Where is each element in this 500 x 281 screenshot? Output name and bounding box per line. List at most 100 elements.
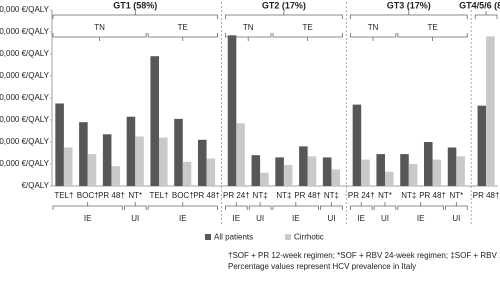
legend-label: Cirrhotic [294,233,324,242]
subgroup-bracket [397,33,468,41]
bar [55,103,64,186]
access-label: UI [452,214,460,223]
x-tick-label: PR 48† [294,191,321,200]
bar [126,116,136,186]
x-tick-label: PR 24† [348,191,375,200]
x-tick-label: NT‡ [401,191,416,200]
bar [400,154,409,186]
x-tick-label: NT* [378,191,392,200]
bar [150,56,159,187]
bar [432,159,442,186]
bar [182,161,192,186]
access-label: UI [381,214,389,223]
bar [251,155,261,186]
footnote: Percentage values represent HCV prevalen… [228,262,416,271]
bar [283,165,293,186]
bar [307,156,317,186]
x-tick-label: PR 48† [473,191,500,200]
group-label: GT4/5/6 (8%) [459,0,500,10]
subgroup-label: TE [303,23,313,32]
bar [385,171,394,186]
bar [352,104,362,186]
bar [322,157,332,186]
subgroup-label: TE [427,23,437,32]
access-label: IE [292,214,300,223]
access-label: IE [84,214,92,223]
subgroup-bracket [52,33,147,41]
subgroup-bracket [272,33,343,41]
y-tick-label: 30,000 €/QALY [0,115,50,124]
x-tick-label: PR 48† [193,191,220,200]
bar [423,142,433,186]
y-tick-label: €/QALY [22,181,50,190]
bar [299,146,308,186]
x-tick-label: NT* [128,191,142,200]
subgroup-bracket [147,33,218,41]
group-bracket [225,11,343,19]
y-tick-label: 80,000 €/QALY [0,5,50,14]
bar [197,139,207,186]
x-tick-label: BOC† [172,191,194,200]
x-tick-label: NT‡ [253,191,268,200]
footnote: †SOF + PR 12-week regimen; *SOF + RBV 24… [228,251,500,260]
subgroup-label: TE [178,23,188,32]
access-bracket [272,202,319,210]
x-tick-label: TEL† [54,191,73,200]
bar [275,157,284,186]
access-bracket [123,202,147,210]
access-label: IE [357,214,365,223]
subgroup-label: TN [243,23,254,32]
access-bracket [373,202,397,210]
y-tick-label: 40,000 €/QALY [0,93,50,102]
bar [174,118,183,186]
bar [456,156,465,186]
x-tick-label: NT‡ [276,191,291,200]
bar [486,36,495,187]
access-bracket [248,202,272,210]
access-bracket [52,202,123,210]
subgroup-label: TN [94,23,105,32]
group-bracket [474,11,498,19]
group-bracket [349,11,468,19]
access-label: UI [256,214,264,223]
x-tick-label: PR 24† [223,191,250,200]
x-tick-label: PR 48† [419,191,446,200]
access-bracket [445,202,468,210]
bar [79,122,88,186]
legend-swatch [285,234,291,240]
x-tick-label: NT* [449,191,463,200]
subgroup-bracket [225,33,272,41]
bar [361,159,370,186]
bar [331,169,341,186]
access-bracket [147,202,218,210]
x-tick-label: NT‡ [324,191,339,200]
group-label: GT1 (58%) [113,0,157,10]
y-tick-label: 60,000 €/QALY [0,49,50,58]
bar [227,35,237,186]
bar [63,147,73,186]
access-label: UI [131,214,139,223]
bar [159,137,168,186]
legend-label: All patients [214,233,253,242]
bar [408,164,418,186]
group-label: GT2 (17%) [262,0,306,10]
x-tick-label: TEL† [149,191,168,200]
access-bracket [397,202,444,210]
access-bracket [349,202,373,210]
access-label: IE [417,214,425,223]
subgroup-bracket [349,33,397,41]
y-tick-label: 50,000 €/QALY [0,71,50,80]
x-tick-label: PR 48† [98,191,125,200]
bar [87,154,97,186]
bar [447,147,457,186]
bar [111,166,121,186]
subgroup-label: TN [368,23,379,32]
bar [135,136,144,186]
bar [376,154,385,186]
group-label: GT3 (17%) [387,0,431,10]
bar [477,105,487,186]
bar [102,134,112,186]
access-label: UI [327,214,335,223]
